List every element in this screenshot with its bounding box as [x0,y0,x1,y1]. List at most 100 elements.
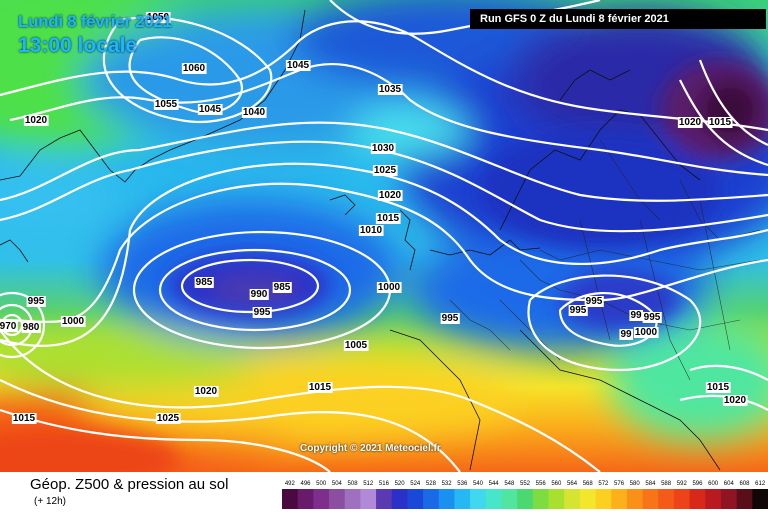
isobar-label-bg [249,289,269,300]
map-time: 13:00 locale [18,34,138,57]
scale-swatch [673,489,691,509]
isobar-label-bg [629,310,643,321]
isobar-label: 1000 [378,282,401,293]
isobar-label: 1025 [374,165,397,176]
isobar-label: 995 [254,307,271,318]
isobar-label: 1020 [195,386,218,397]
scale-tick-label: 576 [614,481,625,487]
isobar-label-bg [358,225,384,236]
scale-tick-label: 540 [473,481,484,487]
isobar-label-bg [568,305,588,316]
isobar-label: 1020 [379,190,402,201]
scale-tick-label: 492 [285,481,296,487]
isobar-label: 1020 [25,115,48,126]
isobar-label: 980 [23,322,40,333]
scale-swatch [689,489,706,509]
isobar-label-bg [153,99,179,110]
scale-swatch [360,489,377,509]
isobar-label-bg [372,165,398,176]
isobar-label-bg [440,313,460,324]
isobar-label: 1050 [147,12,170,23]
product-title: Géop. Z500 & pression au sol [30,476,229,493]
isobar-label-bg [197,104,223,115]
isobar-label-bg [375,213,401,224]
isobar-label-bg [633,327,659,338]
isobar-label-bg [21,322,41,333]
scale-swatch [579,489,597,509]
isobar-label-bg [307,382,333,393]
scale-swatch [720,489,738,509]
isobar-label: 1005 [345,340,368,351]
scale-tick-label: 536 [457,481,468,487]
isobar-label: 1040 [243,107,266,118]
footer: Géop. Z500 & pression au sol (+ 12h) 492… [0,472,768,512]
scale-swatch [485,489,502,509]
isobar-label-bg [0,321,18,332]
scale-swatch [438,489,455,509]
isobar-label: 1015 [309,382,332,393]
scale-swatch [297,489,314,509]
scale-tick-label: 588 [661,481,672,487]
isobar-label: 995 [586,296,603,307]
isobar-label: 1000 [62,316,85,327]
isobar-label-bg [370,143,396,154]
scale-tick-label: 584 [645,481,656,487]
scale-tick-label: 548 [504,481,515,487]
scale-tick-label: 600 [708,481,719,487]
scale-tick-label: 564 [567,481,578,487]
scale-tick-label: 612 [755,481,766,487]
map-date: Lundi 8 février 2021 [18,12,172,31]
scale-swatch [517,489,534,509]
scale-swatch [501,489,518,509]
isobar-label-bg [677,117,703,128]
run-info: Run GFS 0 Z du Lundi 8 février 2021 [470,9,766,29]
isobar-label: 1015 [377,213,400,224]
scale-tick-label: 580 [630,481,641,487]
isobar-label-bg [60,316,86,327]
scale-tick-label: 552 [520,481,531,487]
isobar-label-bg [377,84,403,95]
scale-swatch [344,489,361,509]
scale-swatch [658,489,675,509]
isobar-label: 1000 [635,327,658,338]
scale-tick-label: 516 [379,481,390,487]
isobar-label: 985 [196,277,213,288]
scale-swatch [423,489,440,509]
isobar-label: 1015 [13,413,36,424]
isobar-label-bg [145,12,171,23]
map-canvas: 1050 1060 1055 1045 1045 1040 1035 1030 1025 1020… [0,0,768,472]
scale-swatch [752,489,768,509]
isobar-label: 1055 [155,99,178,110]
scale-swatch [626,489,644,509]
scale-swatch [532,489,550,509]
isobar-label-bg [705,382,731,393]
isobar-label-bg [377,190,403,201]
isobar-label-bg [241,107,267,118]
isobar-label: 99 [620,329,632,340]
copyright: Copyright © 2021 Meteociel.fr [300,443,441,454]
isobar-label: 995 [442,313,459,324]
isobar-label: 995 [28,296,45,307]
isobar-label-bg [584,296,604,307]
scale-swatch [595,489,612,509]
scale-tick-label: 500 [316,481,327,487]
isobar-label: 1010 [360,225,383,236]
isobar-label: 1045 [287,60,310,71]
weather-map: 1050 1060 1055 1045 1045 1040 1035 1030 1025 1020… [0,0,768,472]
isobar-label-bg [376,282,402,293]
scale-tick-label: 532 [442,481,453,487]
scale-tick-label: 520 [395,481,406,487]
scale-tick-label: 568 [583,481,594,487]
isobar-label: 1025 [157,413,180,424]
scale-tick-label: 608 [739,481,750,487]
scale-tick-label: 560 [551,481,562,487]
isobar-label: 990 [251,289,268,300]
scale-swatch [736,489,753,509]
scale-swatch [282,489,299,509]
scale-swatch [564,489,581,509]
scale-swatch [548,489,565,509]
isobar-label: 1045 [199,104,222,115]
isobar-label-bg [707,117,733,128]
isobar-label: 1020 [679,117,702,128]
scale-swatch [470,489,487,509]
